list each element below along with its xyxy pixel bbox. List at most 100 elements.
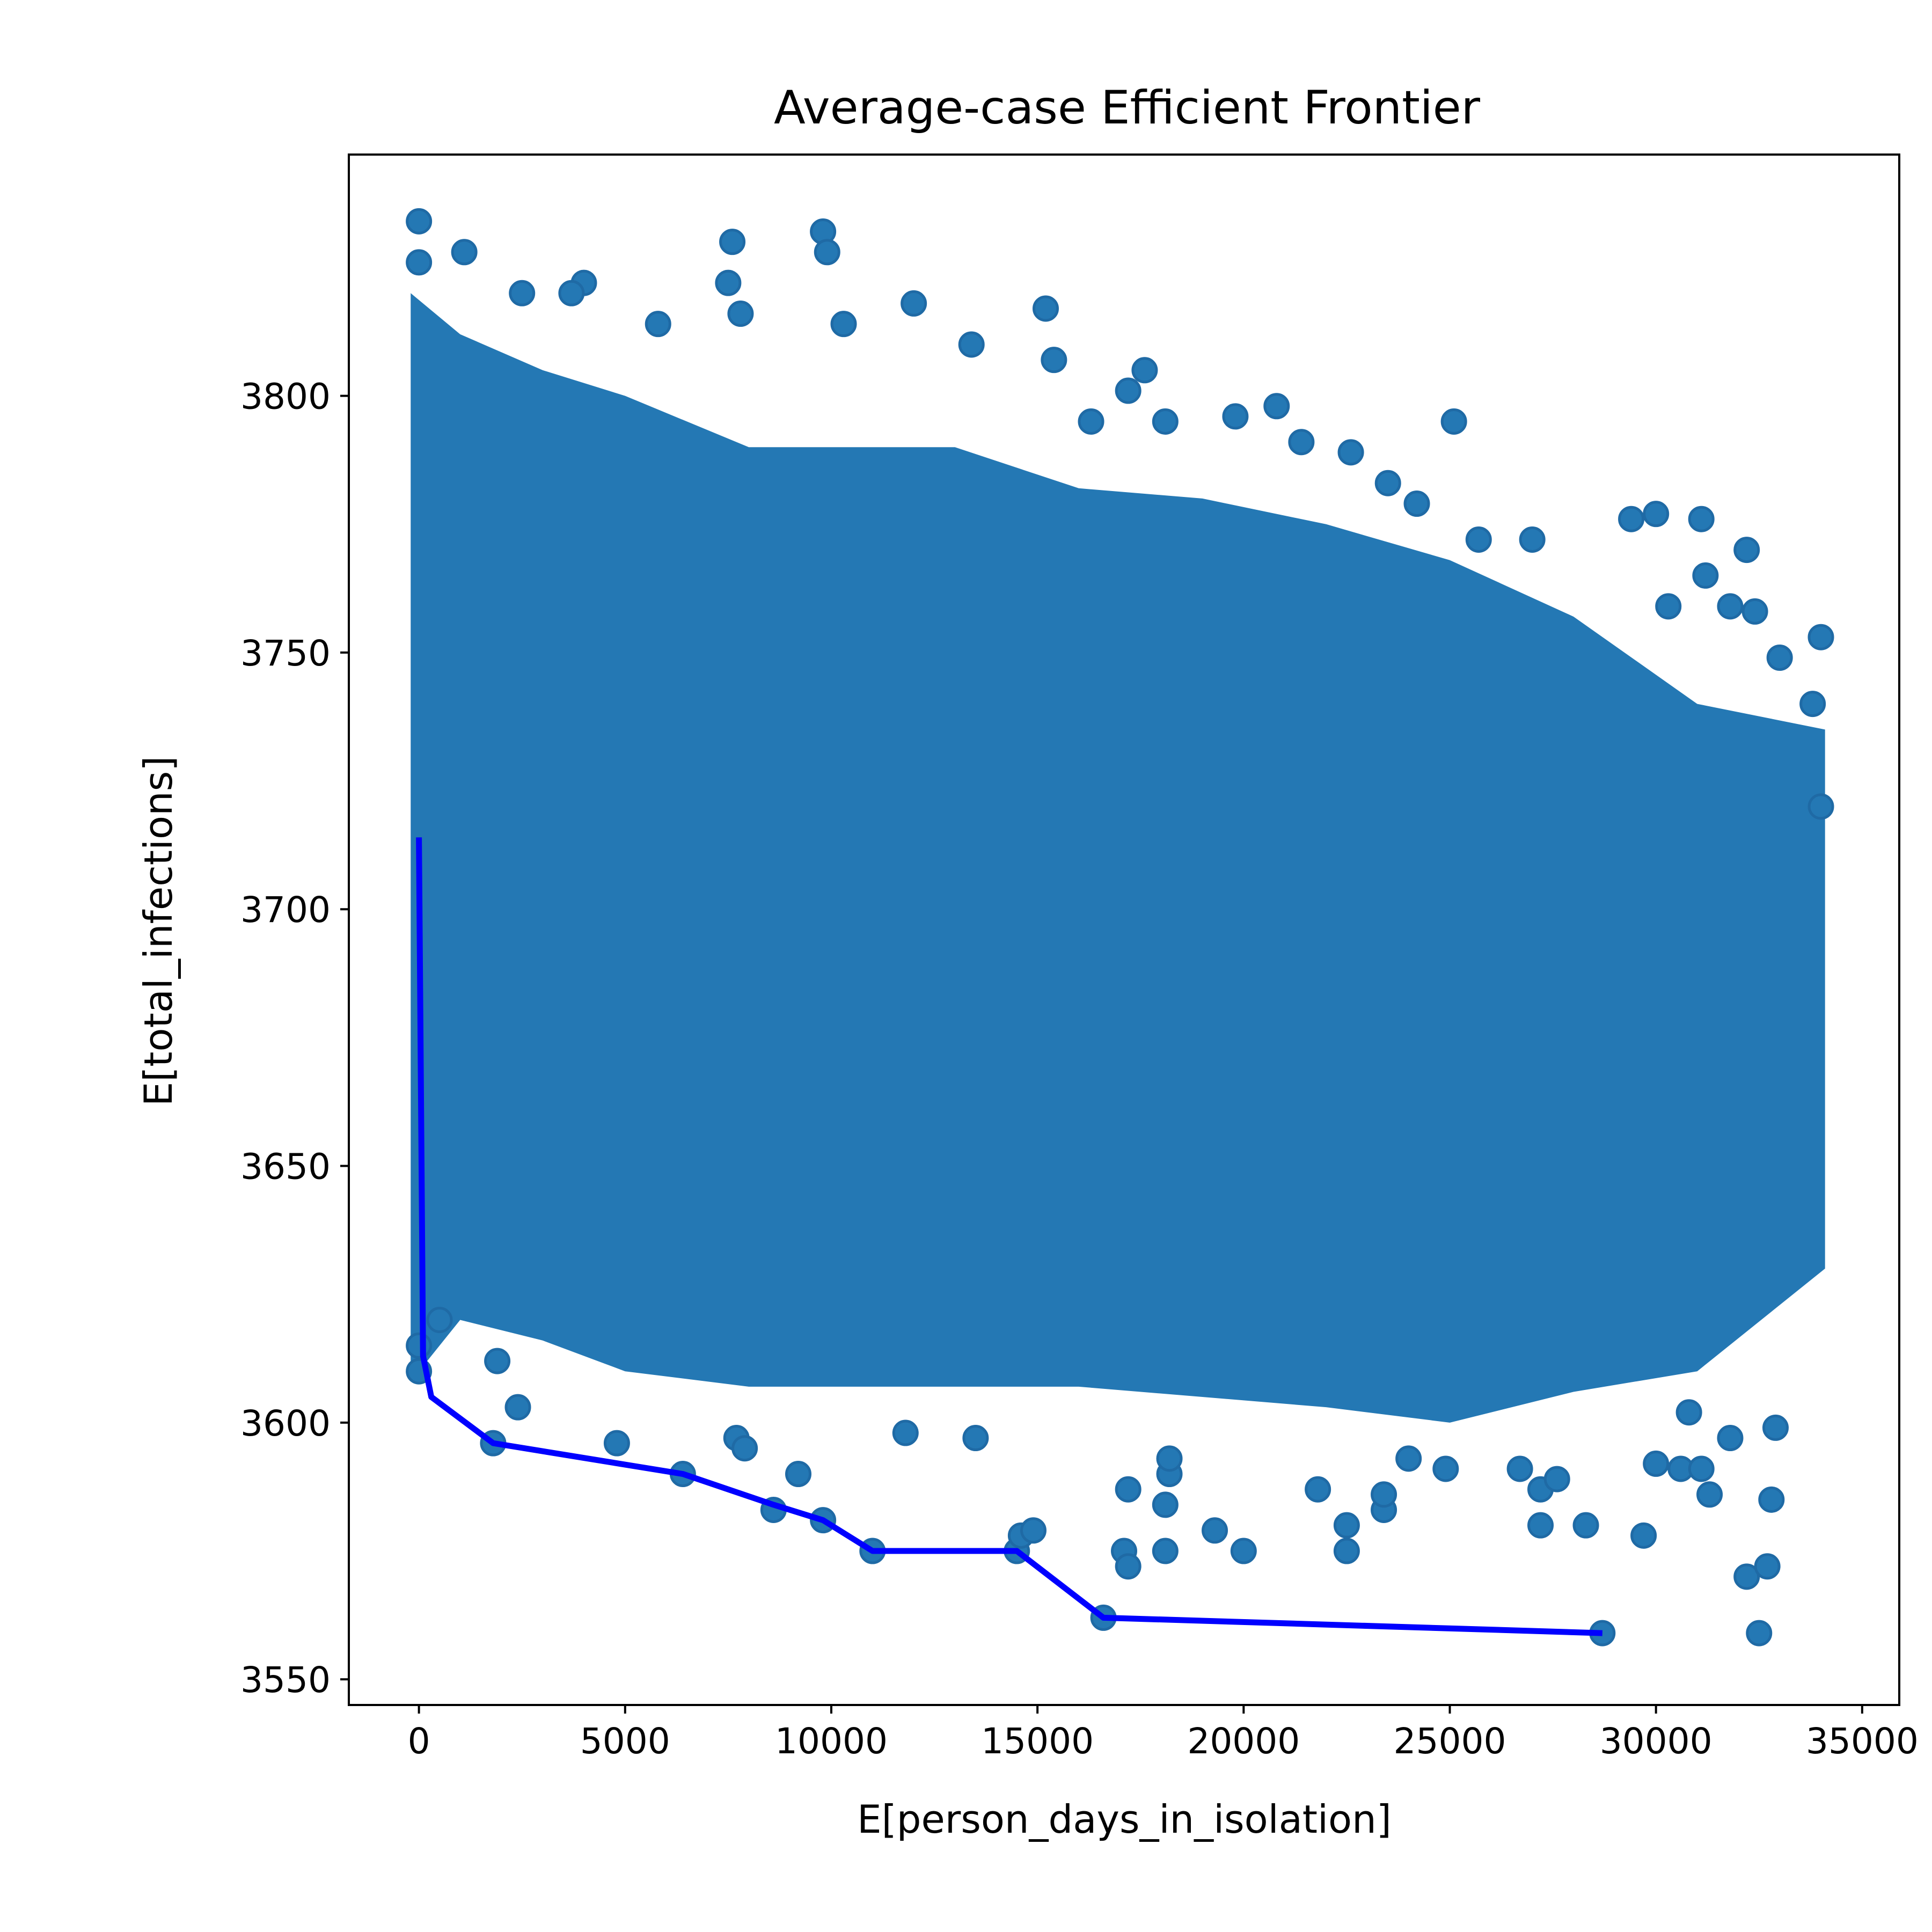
scatter-point — [715, 269, 742, 296]
scatter-point — [1115, 1476, 1141, 1503]
scatter-point — [1741, 598, 1768, 625]
scatter-point — [1762, 1414, 1789, 1441]
scatter-cloud — [411, 293, 1825, 1423]
frontier-line — [416, 837, 1602, 1636]
scatter-point — [1395, 1445, 1422, 1472]
scatter-point — [1696, 1481, 1723, 1508]
scatter-point — [1432, 1455, 1459, 1482]
scatter-point — [1115, 1553, 1141, 1580]
scatter-point — [1115, 377, 1141, 404]
scatter-point — [1222, 403, 1249, 430]
scatter-point — [1643, 1450, 1670, 1477]
scatter-point — [1527, 1512, 1554, 1539]
plot-frame — [348, 153, 1900, 1706]
y-tick-label: 3800 — [240, 376, 331, 418]
x-tick-label: 15000 — [981, 1721, 1094, 1762]
scatter-point — [1305, 1476, 1331, 1503]
scatter-point — [1572, 1512, 1599, 1539]
scatter-point — [1263, 393, 1290, 420]
scatter-point — [1506, 1455, 1533, 1482]
x-tick-label: 30000 — [1600, 1721, 1713, 1762]
scatter-point — [1630, 1522, 1657, 1549]
y-tick-label: 3750 — [240, 633, 331, 674]
scatter-point — [1202, 1517, 1228, 1544]
scatter-point — [1371, 1481, 1397, 1508]
y-axis-title: E[total_infections] — [136, 756, 181, 1107]
scatter-point — [1754, 1553, 1781, 1580]
x-tick-label: 5000 — [580, 1721, 670, 1762]
scatter-point — [1131, 357, 1158, 384]
x-tick-label: 35000 — [1806, 1721, 1919, 1762]
scatter-point — [1078, 408, 1104, 435]
scatter-point — [603, 1430, 630, 1457]
scatter-point — [645, 311, 671, 338]
x-tick-label: 0 — [408, 1721, 430, 1762]
scatter-point — [962, 1425, 989, 1452]
scatter-point — [1440, 408, 1467, 435]
scatter-point — [1152, 1491, 1179, 1518]
scatter-point — [1692, 562, 1719, 589]
scatter-point — [484, 1348, 511, 1374]
scatter-point — [901, 290, 927, 317]
scatter-point — [1230, 1538, 1257, 1564]
scatter-point — [892, 1419, 919, 1446]
scatter-point — [785, 1461, 812, 1488]
y-tick-label: 3650 — [240, 1146, 331, 1188]
scatter-point — [1403, 491, 1430, 517]
y-tick-label: 3700 — [240, 889, 331, 931]
y-axis-ticks: 3550 3600 3650 3700 3750 3800 — [240, 376, 349, 1701]
x-axis-ticks: 0 5000 10000 15000 20000 25000 30000 35000 — [408, 1705, 1919, 1762]
scatter-point — [1156, 1445, 1183, 1472]
scatter-point — [814, 239, 840, 266]
scatter-point — [406, 249, 433, 276]
scatter-point — [727, 301, 754, 327]
scatter-point — [1374, 470, 1401, 496]
scatter-point — [1618, 506, 1645, 532]
scatter-point — [1675, 1399, 1702, 1426]
scatter-point — [1033, 295, 1059, 322]
scatter-point — [1766, 644, 1793, 671]
scatter-point — [1733, 1563, 1760, 1590]
scatter-point — [1807, 793, 1834, 820]
scatter-point — [1041, 347, 1067, 374]
scatter-point — [1152, 1538, 1179, 1564]
scatter-point — [731, 1435, 758, 1462]
x-tick-label: 25000 — [1394, 1721, 1506, 1762]
scatter-point — [426, 1307, 453, 1334]
scatter-point — [1333, 1512, 1360, 1539]
scatter-point — [1717, 1425, 1744, 1452]
scatter-point — [509, 280, 536, 306]
plot-area — [406, 208, 1834, 1646]
scatter-point — [504, 1394, 531, 1421]
scatter-point — [1152, 408, 1179, 435]
scatter-point — [1807, 624, 1834, 650]
scatter-point — [558, 280, 585, 306]
scatter-point — [1288, 429, 1315, 456]
x-tick-label: 20000 — [1187, 1721, 1300, 1762]
scatter-point — [719, 229, 746, 255]
x-tick-label: 10000 — [775, 1721, 888, 1762]
scatter-point — [1465, 526, 1492, 553]
y-tick-label: 3600 — [240, 1403, 331, 1444]
scatter-point — [1746, 1620, 1773, 1646]
scatter-point — [1655, 593, 1682, 620]
scatter-point — [1717, 593, 1744, 620]
scatter-point — [1688, 1455, 1715, 1482]
scatter-point — [1337, 439, 1364, 466]
scatter-point — [1688, 506, 1715, 532]
scatter-point — [1799, 691, 1826, 718]
scatter-point — [406, 208, 433, 235]
scatter-point — [1733, 537, 1760, 564]
scatter-point — [1643, 501, 1670, 528]
scatter-point — [1543, 1466, 1570, 1492]
scatter-point — [406, 1332, 433, 1359]
chart-title: Average-case Efficient Frontier — [774, 81, 1481, 135]
scatter-point — [451, 239, 478, 266]
scatter-point — [830, 311, 857, 338]
x-axis-title: E[person_days_in_isolation] — [857, 1797, 1392, 1842]
scatter-point — [1519, 526, 1546, 553]
scatter-point — [958, 331, 985, 358]
scatter-point — [1758, 1486, 1785, 1513]
scatter-point — [1333, 1538, 1360, 1564]
